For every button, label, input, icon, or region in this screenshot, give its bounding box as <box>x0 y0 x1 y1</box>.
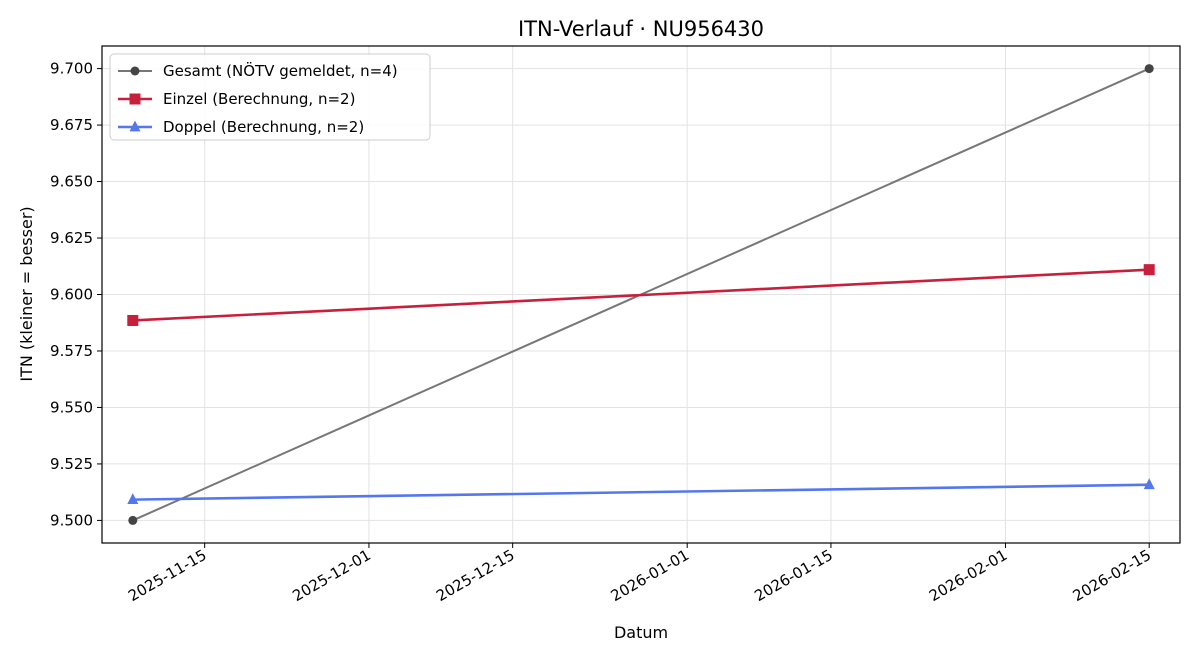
y-tick-label: 9.500 <box>50 511 93 529</box>
y-tick-label: 9.575 <box>50 342 93 360</box>
legend-box <box>109 53 431 141</box>
legend: Gesamt (NÖTV gemeldet, n=4) Einzel (Berec… <box>109 53 431 141</box>
y-axis-label: ITN (kleiner = besser) <box>17 206 36 381</box>
y-axis: 9.500 9.525 9.550 9.575 9.600 9.625 9.650 9.675… <box>50 60 102 529</box>
y-tick-label: 9.550 <box>50 398 93 416</box>
data-point <box>1143 264 1155 276</box>
legend-label: Einzel (Berechnung, n=2) <box>163 90 355 108</box>
y-tick-label: 9.525 <box>50 455 93 473</box>
y-tick-label: 9.625 <box>50 229 93 247</box>
series-2 <box>127 478 1155 505</box>
series-line <box>132 268 1150 322</box>
legend-marker <box>129 93 141 105</box>
data-point <box>128 515 138 525</box>
y-tick-label: 9.600 <box>50 286 93 304</box>
series-layer <box>127 64 1155 525</box>
y-tick-label: 9.700 <box>50 60 93 78</box>
y-tick-label: 9.650 <box>50 173 93 191</box>
series-1 <box>127 264 1155 326</box>
series-line <box>132 483 1150 501</box>
legend-marker <box>129 120 141 132</box>
legend-label: Doppel (Berechnung, n=2) <box>163 118 364 136</box>
data-point <box>127 493 139 505</box>
data-point <box>1144 64 1154 74</box>
chart-title: ITN-Verlauf · NU956430 <box>518 17 764 41</box>
y-tick-label: 9.675 <box>50 116 93 134</box>
legend-label: Gesamt (NÖTV gemeldet, n=4) <box>163 61 398 80</box>
legend-marker <box>130 66 140 76</box>
data-point <box>127 314 139 326</box>
data-point <box>1143 478 1155 490</box>
x-axis-label: Datum <box>614 623 668 642</box>
